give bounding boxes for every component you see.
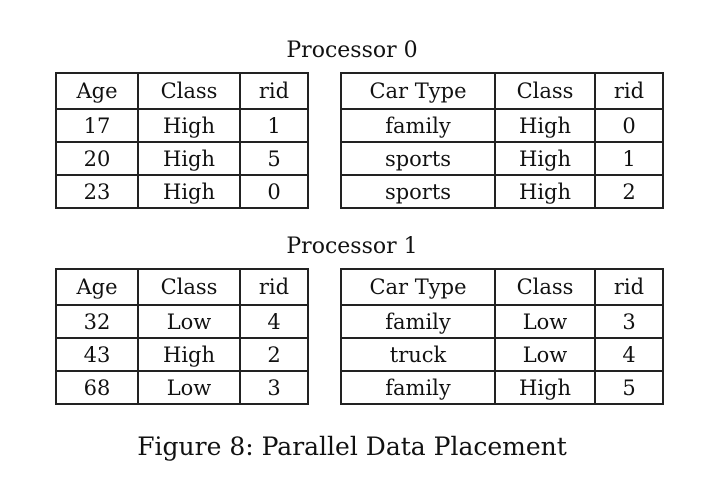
table-row: 43 High 2 (55, 337, 309, 372)
table-cell: family (340, 108, 496, 143)
table-cell: 3 (239, 370, 309, 405)
column-header-age: Age (55, 72, 139, 110)
table-cell: High (494, 174, 596, 209)
table-cell: 32 (55, 304, 139, 339)
table-cell: High (494, 141, 596, 176)
processor-0-age-table: Age Class rid 17 High 1 20 High 5 23 Hig… (55, 72, 309, 209)
processor-1-age-table: Age Class rid 32 Low 4 43 High 2 68 Low … (55, 268, 309, 405)
table-cell: 2 (239, 337, 309, 372)
table-cell: 68 (55, 370, 139, 405)
column-header-class: Class (494, 72, 596, 110)
table-row: 17 High 1 (55, 108, 309, 143)
table-cell: 3 (594, 304, 664, 339)
table-cell: Low (137, 370, 241, 405)
table-row: 32 Low 4 (55, 304, 309, 339)
table-cell: sports (340, 174, 496, 209)
table-cell: 23 (55, 174, 139, 209)
table-header-row: Age Class rid (55, 268, 309, 306)
table-cell: 4 (239, 304, 309, 339)
table-cell: family (340, 370, 496, 405)
table-cell: High (494, 370, 596, 405)
column-header-class: Class (494, 268, 596, 306)
table-row: 20 High 5 (55, 141, 309, 176)
table-cell: 1 (594, 141, 664, 176)
table-cell: Low (137, 304, 241, 339)
table-row: family High 5 (340, 370, 664, 405)
table-row: sports High 2 (340, 174, 664, 209)
table-cell: 4 (594, 337, 664, 372)
table-cell: High (137, 174, 241, 209)
table-cell: 5 (239, 141, 309, 176)
table-cell: 5 (594, 370, 664, 405)
column-header-age: Age (55, 268, 139, 306)
table-cell: Low (494, 304, 596, 339)
table-header-row: Age Class rid (55, 72, 309, 110)
table-cell: truck (340, 337, 496, 372)
processor-0-car-type-table: Car Type Class rid family High 0 sports … (340, 72, 664, 209)
table-cell: High (137, 108, 241, 143)
table-row: family Low 3 (340, 304, 664, 339)
table-row: 23 High 0 (55, 174, 309, 209)
column-header-rid: rid (594, 268, 664, 306)
table-cell: Low (494, 337, 596, 372)
table-cell: High (494, 108, 596, 143)
table-row: family High 0 (340, 108, 664, 143)
table-cell: High (137, 141, 241, 176)
table-cell: 2 (594, 174, 664, 209)
column-header-rid: rid (239, 72, 309, 110)
processor-1-car-type-table: Car Type Class rid family Low 3 truck Lo… (340, 268, 664, 405)
column-header-car-type: Car Type (340, 268, 496, 306)
table-cell: sports (340, 141, 496, 176)
figure-caption: Figure 8: Parallel Data Placement (137, 432, 567, 461)
table-cell: 0 (594, 108, 664, 143)
table-cell: 43 (55, 337, 139, 372)
column-header-rid: rid (239, 268, 309, 306)
table-cell: 0 (239, 174, 309, 209)
column-header-class: Class (137, 268, 241, 306)
column-header-class: Class (137, 72, 241, 110)
table-row: sports High 1 (340, 141, 664, 176)
table-cell: 20 (55, 141, 139, 176)
processor-1-title: Processor 1 (286, 234, 418, 259)
table-cell: family (340, 304, 496, 339)
table-cell: High (137, 337, 241, 372)
table-cell: 1 (239, 108, 309, 143)
table-header-row: Car Type Class rid (340, 72, 664, 110)
table-header-row: Car Type Class rid (340, 268, 664, 306)
table-cell: 17 (55, 108, 139, 143)
processor-0-title: Processor 0 (286, 38, 418, 63)
table-row: 68 Low 3 (55, 370, 309, 405)
column-header-rid: rid (594, 72, 664, 110)
column-header-car-type: Car Type (340, 72, 496, 110)
table-row: truck Low 4 (340, 337, 664, 372)
